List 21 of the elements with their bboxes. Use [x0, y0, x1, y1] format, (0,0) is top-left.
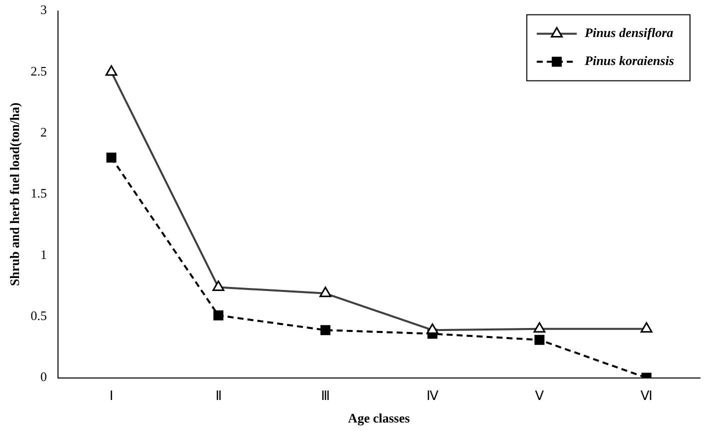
point — [106, 152, 116, 163]
legend-label: Pinus koraiensis — [584, 53, 674, 68]
y-tick-label: 3 — [40, 2, 47, 18]
y-axis-title: Shrub and herb fuel load(ton/ha) — [7, 102, 22, 286]
y-tick-label: 2.5 — [30, 63, 47, 78]
x-tick-label: Ⅳ — [426, 388, 438, 404]
y-tick-label: 0 — [40, 369, 47, 384]
x-tick-label: Ⅵ — [640, 388, 652, 404]
y-tick-label: 2 — [40, 124, 47, 140]
point — [320, 325, 330, 336]
x-tick-label: Ⅰ — [109, 388, 114, 404]
point — [213, 310, 224, 320]
y-tick-label: 0.5 — [30, 308, 47, 324]
point — [534, 334, 544, 345]
y-tick-label: 1 — [40, 246, 47, 262]
x-tick-label: Ⅴ — [534, 388, 544, 404]
x-axis-title: Age classes — [348, 410, 410, 426]
x-tick-label: Ⅲ — [320, 388, 330, 404]
y-tick-label: 1.5 — [30, 186, 47, 201]
legend-label: Pinus densiflora — [584, 25, 674, 40]
x-tick-label: Ⅱ — [215, 388, 222, 404]
